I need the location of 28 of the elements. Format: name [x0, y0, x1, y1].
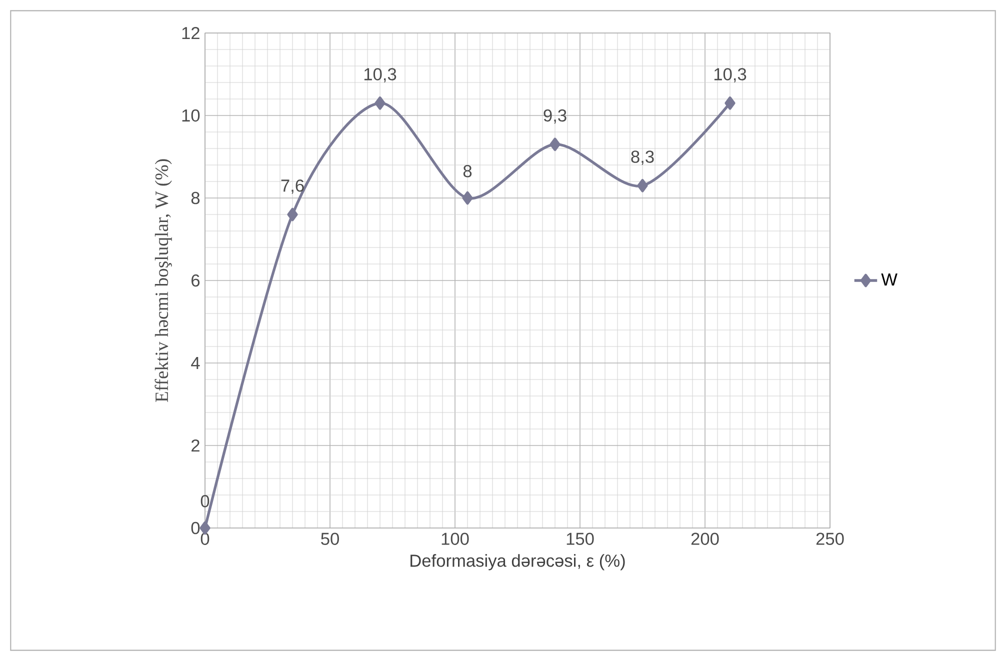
point — [462, 191, 473, 205]
x-axis-title: Deformasiya dərəcəsi, ε (%) — [410, 554, 625, 570]
y-tick-label: 10 — [182, 109, 200, 122]
data-label: 7,6 — [281, 179, 304, 194]
point — [724, 96, 736, 110]
data-label: 9,3 — [544, 109, 566, 124]
x-tick-label: 200 — [691, 532, 719, 545]
x-tick-label: 100 — [442, 532, 469, 545]
y-tick-label: 2 — [192, 439, 200, 452]
point — [550, 138, 560, 152]
data-label: 8 — [463, 165, 472, 178]
data-label: 10,3 — [714, 68, 746, 82]
y-tick-label: 4 — [191, 357, 200, 369]
y-tick-label: 6 — [192, 274, 200, 287]
x-tick-label: 150 — [566, 532, 594, 545]
data-label: 10,3 — [364, 68, 396, 82]
y-tick-label: 8 — [191, 192, 200, 204]
data-label: 0 — [200, 495, 210, 508]
x-tick-label: 50 — [321, 532, 339, 545]
data-label: 8,3 — [631, 150, 654, 165]
y-axis-title: Effektiv həcmi boşluqlar, W (%) — [154, 159, 172, 402]
point — [374, 96, 386, 110]
y-tick-label: 0 — [191, 522, 200, 534]
y-tick-label: 12 — [182, 26, 200, 40]
point — [637, 178, 648, 192]
x-tick-label: 250 — [816, 532, 844, 545]
point — [287, 208, 298, 222]
legend-label: W — [881, 274, 898, 286]
